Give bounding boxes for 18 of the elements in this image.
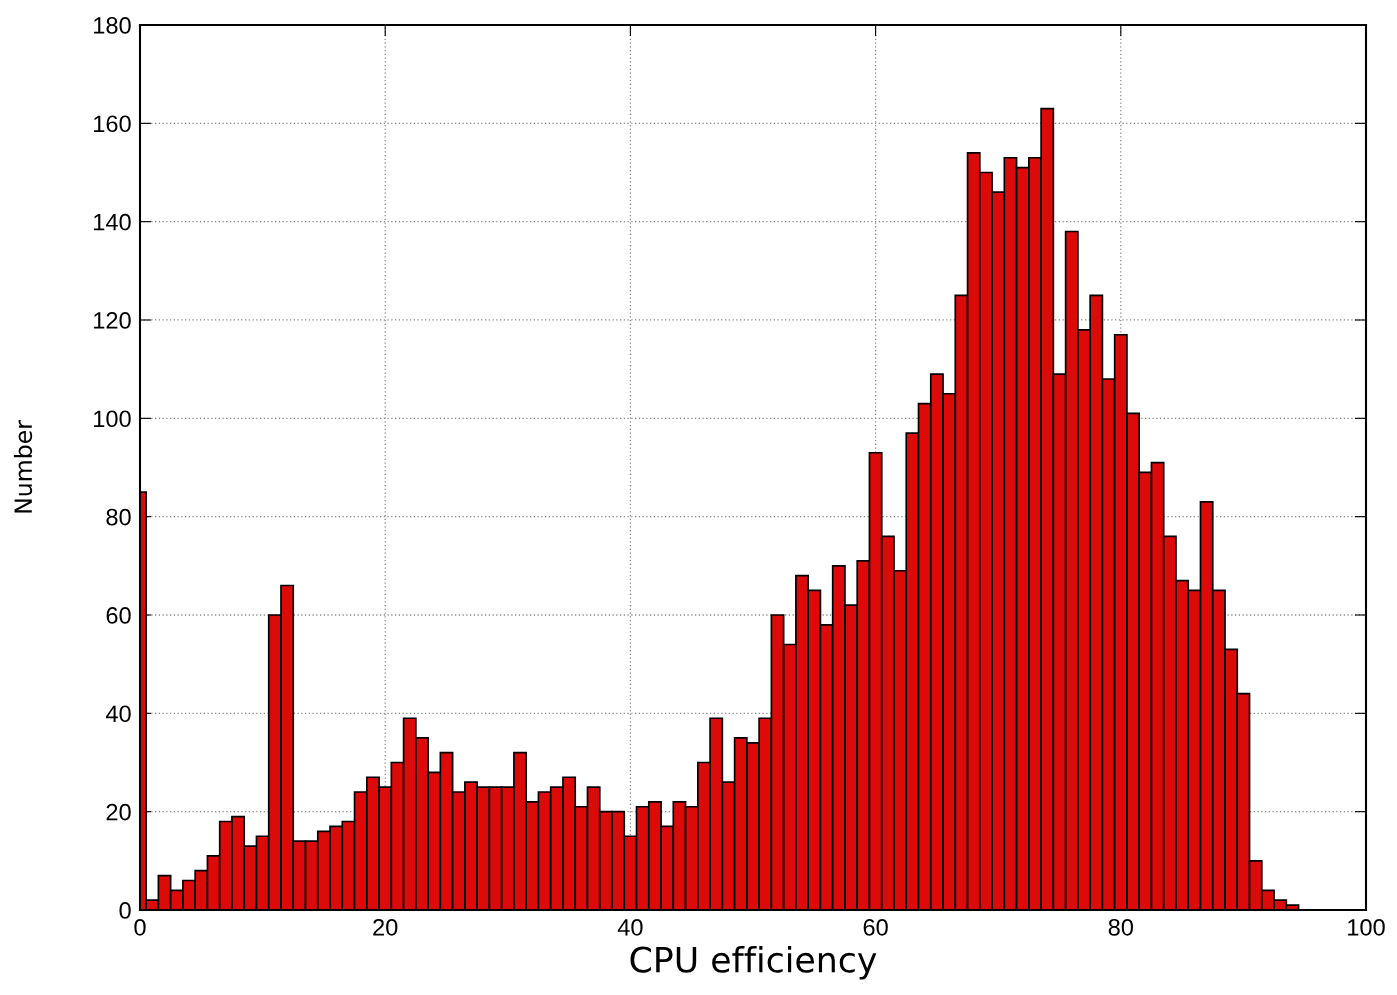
x-tick-label: 100 [1348, 918, 1385, 936]
y-tick-label: 100 [94, 410, 131, 428]
y-tick-label: 20 [106, 803, 131, 821]
x-axis-title: CPU efficiency [630, 945, 877, 980]
y-axis-title: Number [13, 420, 33, 513]
y-tick-label: 0 [119, 902, 131, 919]
x-tick-label: 60 [863, 918, 888, 936]
y-tick-label: 60 [106, 607, 131, 624]
y-tick-label: 80 [106, 508, 131, 526]
y-tick-label: 160 [94, 115, 131, 133]
y-tick-label: 140 [94, 213, 131, 231]
y-tick-label: 40 [105, 705, 131, 723]
x-tick-label: 20 [373, 918, 398, 936]
x-tick-label: 40 [617, 918, 643, 936]
x-tick-label: 0 [134, 918, 146, 936]
y-tick-label: 120 [94, 312, 131, 329]
x-tick-label: 80 [1108, 918, 1134, 936]
y-tick-label: 180 [94, 17, 131, 34]
